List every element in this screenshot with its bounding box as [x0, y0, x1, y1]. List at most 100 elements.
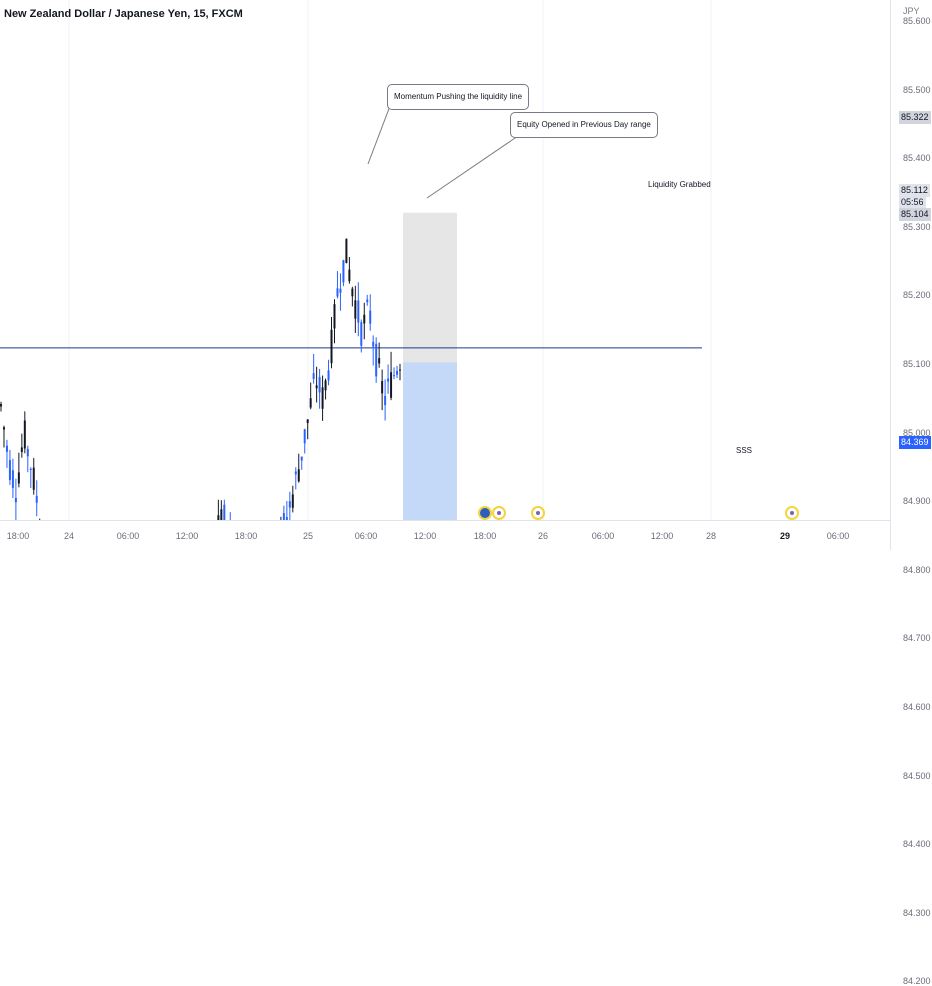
price-tick-label: 85.400 [903, 153, 931, 164]
callout-pointer [367, 105, 391, 165]
time-tick-label: 26 [537, 531, 549, 541]
price-chart[interactable] [0, 0, 890, 520]
candle-body [387, 378, 390, 382]
price-tick-label: 85.000 [903, 427, 931, 438]
last-price-badge: 85.112 [899, 184, 930, 197]
time-tick-label: 18:00 [234, 531, 258, 541]
candle-body [348, 269, 351, 282]
candle-body [318, 376, 321, 393]
candle-body [357, 300, 360, 323]
time-tick-label: 25 [302, 531, 314, 541]
candle-body [0, 404, 2, 407]
candle-body [306, 419, 309, 424]
time-tick-label: 06:00 [354, 531, 378, 541]
candle-body [360, 322, 363, 346]
candle-body [5, 445, 8, 452]
time-tick-label: 06:00 [116, 531, 140, 541]
candle-body [297, 469, 300, 482]
equity-callout[interactable]: Equity Opened in Previous Day range [510, 112, 658, 138]
price-tick-label: 84.800 [903, 564, 931, 575]
take-profit-zone[interactable] [403, 362, 457, 520]
price-tick-label: 84.700 [903, 633, 931, 644]
price-tick-label: 85.500 [903, 84, 931, 95]
price-tick-label: 84.600 [903, 702, 931, 712]
candle-body [285, 517, 288, 520]
candle-body [333, 304, 336, 329]
countdown-badge: 05:56 [899, 196, 926, 209]
time-tick-label: 12:00 [413, 531, 437, 541]
candle-body [282, 513, 285, 520]
candle-body [26, 448, 29, 457]
candle-body [315, 385, 318, 389]
price-tick-label: 85.200 [903, 290, 931, 301]
candle-body [312, 373, 315, 379]
candle-body [390, 372, 393, 398]
candle-body [23, 420, 26, 449]
economic-event-icon[interactable] [492, 506, 506, 520]
economic-event-flag-icon[interactable] [478, 506, 492, 520]
candle-body [321, 387, 324, 409]
time-tick-label: 28 [705, 531, 717, 541]
target-price-badge: 84.369 [899, 436, 931, 449]
candle-body [345, 238, 348, 263]
candle-body [2, 427, 5, 430]
currency-label[interactable]: JPY [903, 6, 920, 16]
candle-body [342, 260, 345, 283]
candle-body [354, 300, 357, 319]
candle-body [32, 467, 35, 490]
entry-price-badge: 85.104 [899, 208, 931, 221]
candle-body [324, 380, 327, 391]
candles [0, 238, 401, 520]
price-tick-label: 84.500 [903, 770, 931, 781]
candle-body [20, 447, 23, 452]
price-tick-label: 85.100 [903, 359, 931, 369]
candle-body [11, 470, 14, 488]
price-tick-label: 85.300 [903, 221, 931, 232]
candle-body [327, 370, 330, 381]
time-tick-label: 06:00 [591, 531, 615, 541]
candle-body [291, 494, 294, 508]
time-tick-label: 12:00 [650, 531, 674, 541]
economic-event-icon[interactable] [785, 506, 799, 520]
candle-body [223, 504, 226, 520]
candle-body [378, 358, 381, 364]
candle-body [217, 515, 220, 520]
time-axis[interactable] [0, 520, 890, 551]
liquidity-line-label: Liquidity Grabbed [648, 180, 711, 189]
time-tick-label: 18:00 [6, 531, 30, 541]
candle-body [35, 495, 38, 503]
price-tick-label: 84.200 [903, 976, 931, 986]
candle-body [384, 395, 387, 406]
candle-body [294, 471, 297, 475]
candle-body [288, 501, 291, 508]
candle-body [381, 381, 384, 394]
momentum-callout[interactable]: Momentum Pushing the liquidity line [387, 84, 530, 110]
candle-body [375, 343, 378, 377]
candle-body [336, 288, 339, 297]
candle-body [300, 456, 303, 461]
candle-body [363, 314, 366, 324]
time-tick-label: 06:00 [826, 531, 850, 541]
price-tick-label: 85.600 [903, 16, 931, 26]
price-axis[interactable] [890, 0, 932, 550]
price-tick-label: 84.400 [903, 839, 931, 850]
candle-body [303, 429, 306, 444]
time-tick-label: 24 [63, 531, 75, 541]
stop-price-badge: 85.322 [899, 111, 931, 124]
candle-body [399, 369, 401, 371]
stop-loss-zone[interactable] [403, 212, 457, 363]
candle-body [309, 398, 312, 408]
price-tick-label: 84.900 [903, 496, 931, 507]
candle-body [14, 497, 17, 503]
candle-body [220, 509, 223, 520]
chart-pane[interactable]: Momentum Pushing the liquidity line Equi… [0, 0, 890, 520]
candle-body [351, 288, 354, 297]
symbol-title[interactable]: New Zealand Dollar / Japanese Yen, 15, F… [4, 8, 243, 20]
time-tick-label: 18:00 [473, 531, 497, 541]
candle-body [29, 468, 32, 470]
price-tick-label: 84.300 [903, 907, 931, 918]
candle-body [396, 370, 399, 375]
candle-body [393, 375, 396, 377]
economic-event-icon[interactable] [531, 506, 545, 520]
time-tick-label: 29 [779, 531, 791, 541]
